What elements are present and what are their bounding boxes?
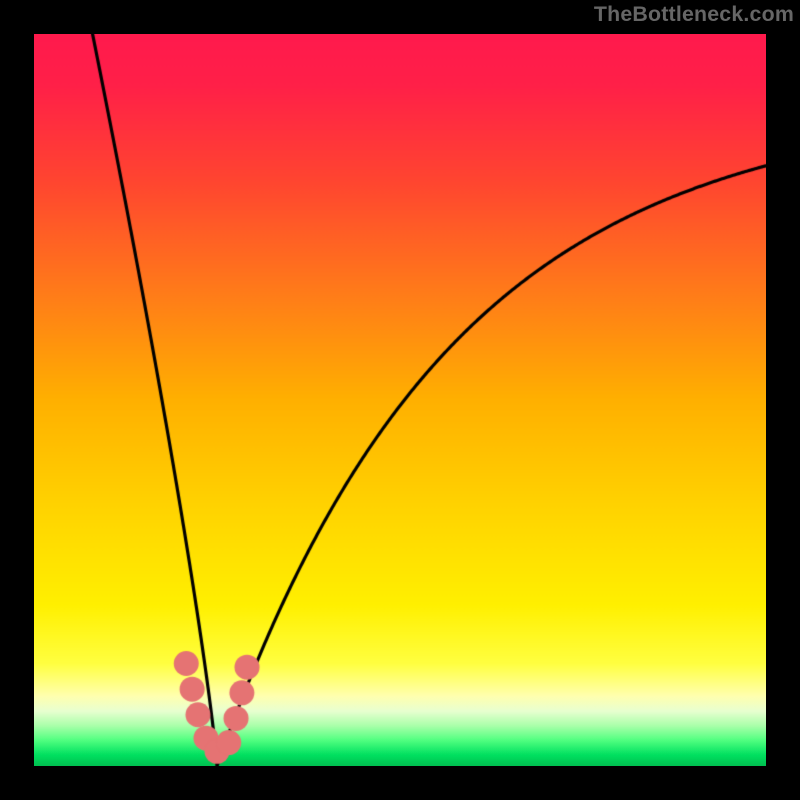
- bottleneck-curve: [34, 34, 766, 766]
- plot-area: [34, 34, 766, 766]
- figure-frame: TheBottleneck.com: [0, 0, 800, 800]
- watermark-text: TheBottleneck.com: [594, 0, 800, 27]
